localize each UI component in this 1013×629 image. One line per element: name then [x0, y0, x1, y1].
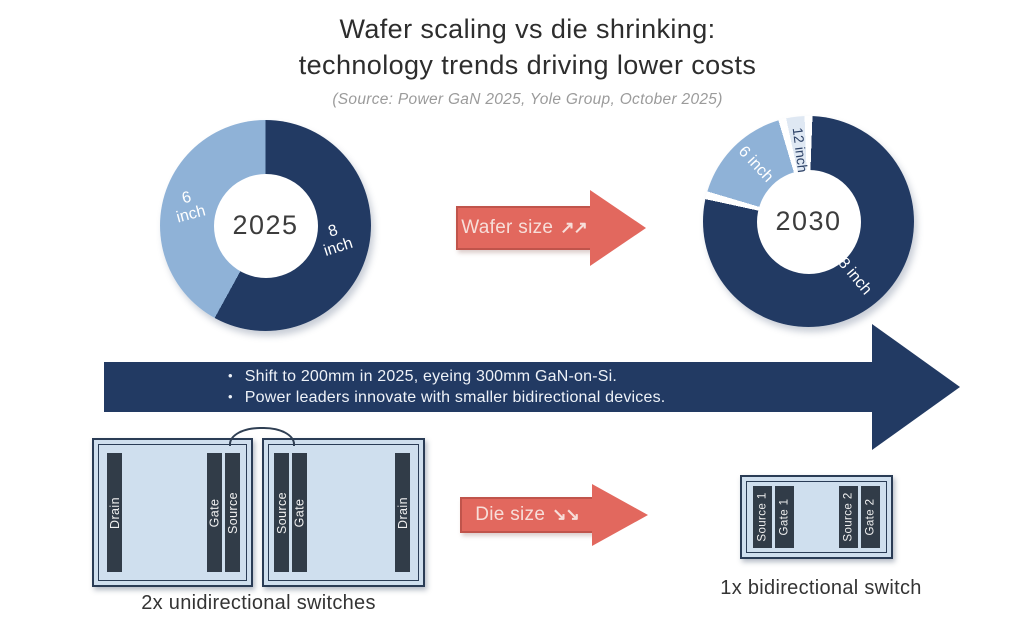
unidirectional-switch-2: Source Gate Drain — [262, 438, 425, 587]
donut-chart-2025: 2025 8 inch 6 inch — [160, 120, 371, 331]
terminal-bar-gate-2: Gate 2 — [861, 486, 880, 548]
terminal-bar-source: Source — [225, 453, 240, 572]
donut-2030-label-6inch: 6 inch — [734, 142, 777, 186]
terminal-label: Gate 1 — [778, 498, 791, 536]
terminal-label: Drain — [395, 496, 410, 529]
donut-2030-center-year: 2030 — [775, 206, 842, 236]
terminal-bar-drain: Drain — [107, 453, 122, 572]
donut-2030-hole: 2030 — [756, 169, 861, 274]
terminal-bar-source-1: Source 1 — [753, 486, 772, 548]
page-title-line-2: technology trends driving lower costs — [298, 49, 757, 80]
trend-down-icon: ↘↘ — [552, 505, 579, 524]
wafer-size-label: Wafer size — [461, 217, 554, 238]
roadmap-arrow-body: Shift to 200mm in 2025, eyeing 300mm GaN… — [104, 362, 872, 412]
wafer-size-arrow: Wafer size ↗↗ — [456, 190, 648, 266]
terminal-label: Gate 2 — [864, 498, 877, 536]
unidirectional-switch-1-die: Drain Gate Source — [98, 444, 247, 581]
terminal-label: Source — [225, 491, 240, 534]
terminal-label: Source — [274, 491, 289, 534]
roadmap-bullet-1: Shift to 200mm in 2025, eyeing 300mm GaN… — [228, 368, 872, 386]
page-header: Wafer scaling vs die shrinking: technolo… — [0, 12, 1013, 109]
terminal-label: Gate — [292, 498, 307, 527]
trend-up-icon: ↗↗ — [560, 218, 587, 237]
unidirectional-switch-1: Drain Gate Source — [92, 438, 253, 587]
roadmap-arrowhead — [872, 324, 960, 450]
donut-2030-label-12inch: 12 inch — [789, 126, 812, 174]
terminal-label: Source 1 — [756, 492, 769, 542]
donut-2025-label-6inch: 6 inch — [174, 188, 208, 227]
terminal-label: Source 2 — [842, 492, 855, 542]
die-size-arrowhead — [592, 484, 648, 546]
bidirectional-switch: Source 1 Gate 1 Source 2 Gate 2 — [740, 475, 893, 559]
terminal-bar-source-2: Source 2 — [839, 486, 858, 548]
die-size-arrow: Die size ↘↘ — [460, 484, 650, 546]
terminal-label: Gate — [207, 498, 222, 527]
terminal-bar-gate: Gate — [292, 453, 307, 572]
die-size-label: Die size — [475, 504, 546, 525]
donut-chart-2030: 2030 8 inch 6 inch 12 inch — [703, 116, 914, 327]
wafer-size-arrow-body: Wafer size ↗↗ — [456, 206, 592, 250]
caption-bidirectional: 1x bidirectional switch — [720, 577, 922, 599]
source-note: (Source: Power GaN 2025, Yole Group, Oct… — [332, 90, 723, 108]
caption-unidirectional: 2x unidirectional switches — [141, 592, 376, 614]
die-size-arrow-body: Die size ↘↘ — [460, 497, 594, 533]
bidirectional-switch-die: Source 1 Gate 1 Source 2 Gate 2 — [746, 481, 887, 553]
roadmap-arrow: Shift to 200mm in 2025, eyeing 300mm GaN… — [104, 324, 962, 452]
donut-2025-hole: 2025 — [213, 173, 318, 278]
donut-2025-label-8inch: 8 inch — [321, 221, 355, 260]
terminal-bar-drain: Drain — [395, 453, 410, 572]
terminal-label: Drain — [107, 496, 122, 529]
wafer-size-arrowhead — [590, 190, 646, 266]
terminal-bar-source: Source — [274, 453, 289, 572]
unidirectional-switch-2-die: Source Gate Drain — [268, 444, 419, 581]
page-title-line-1: Wafer scaling vs die shrinking: — [339, 14, 716, 44]
terminal-bar-gate: Gate — [207, 453, 222, 572]
terminal-bar-gate-1: Gate 1 — [775, 486, 794, 548]
roadmap-bullet-2: Power leaders innovate with smaller bidi… — [228, 389, 872, 407]
donut-2025-center-year: 2025 — [232, 210, 299, 240]
